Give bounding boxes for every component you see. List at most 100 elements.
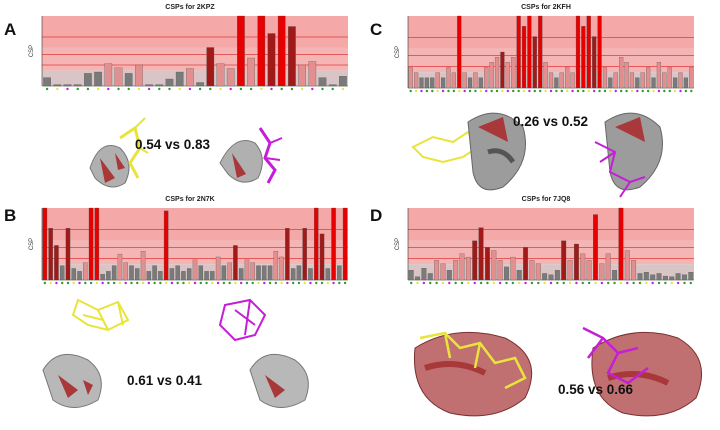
residue-marker <box>562 281 565 285</box>
structure-b-right <box>218 298 309 408</box>
residue-marker <box>581 281 584 285</box>
residue-marker <box>291 281 295 285</box>
bar <box>532 36 537 89</box>
residue-marker <box>420 89 423 93</box>
residue-marker <box>485 89 488 93</box>
bar <box>472 240 478 281</box>
bar <box>319 233 325 281</box>
bar <box>491 250 497 281</box>
residue-marker <box>575 281 578 285</box>
chart-title: CSPs for 2N7K <box>165 196 215 203</box>
comparison-label-d: 0.56 vs 0.66 <box>558 382 634 397</box>
bar <box>453 260 459 281</box>
y-axis-label: CSP <box>395 46 401 58</box>
band-high <box>42 16 348 48</box>
residue-marker <box>460 281 464 285</box>
bar <box>227 262 232 281</box>
residue-marker <box>141 281 145 285</box>
bar <box>527 15 532 89</box>
bar <box>651 77 656 89</box>
residue-marker <box>486 281 489 285</box>
bar <box>465 256 471 281</box>
bar <box>505 62 510 89</box>
bar <box>559 72 564 89</box>
bar <box>440 263 446 281</box>
chart-title: CSPs for 2KPZ <box>165 4 215 11</box>
residue-marker <box>506 89 510 93</box>
bar <box>510 256 516 281</box>
bar <box>104 63 113 87</box>
residue-marker <box>249 87 253 91</box>
bar <box>542 273 548 281</box>
residue-marker <box>452 89 456 93</box>
residue-marker <box>505 281 508 285</box>
residue-marker <box>431 89 434 93</box>
residue-marker <box>341 87 345 91</box>
residue-marker <box>425 89 429 93</box>
residue-marker <box>683 281 686 285</box>
bar <box>59 265 65 281</box>
bar <box>298 64 306 87</box>
residue-marker <box>565 89 569 93</box>
bar <box>675 273 681 281</box>
residue-marker <box>582 89 585 93</box>
residue-marker <box>651 281 654 285</box>
residue-marker <box>414 89 418 93</box>
bar <box>196 82 204 87</box>
bar <box>331 207 336 281</box>
band-mid <box>408 48 694 73</box>
residue-marker <box>409 89 412 93</box>
residue-marker <box>263 281 266 285</box>
bar <box>163 210 169 281</box>
bar <box>631 260 637 281</box>
residue-marker <box>147 281 151 285</box>
residue-marker <box>274 281 278 285</box>
residue-marker <box>321 87 324 91</box>
residue-marker <box>638 281 642 285</box>
bar <box>285 228 290 281</box>
residue-marker <box>467 281 470 285</box>
residue-marker <box>216 281 220 285</box>
residue-marker <box>176 281 179 285</box>
bar <box>94 207 100 281</box>
bar <box>221 265 227 281</box>
residue-marker <box>137 87 141 91</box>
bar <box>618 207 624 281</box>
residue-marker <box>112 281 116 285</box>
band-high <box>42 208 348 241</box>
residue-marker <box>556 281 559 285</box>
residue-marker <box>343 281 347 285</box>
bar <box>575 15 581 89</box>
bar <box>267 265 273 281</box>
residue-marker <box>66 87 69 91</box>
bar <box>257 15 266 87</box>
residue-marker <box>587 89 590 93</box>
bar <box>296 265 302 281</box>
bar <box>489 62 494 89</box>
residue-marker <box>422 281 426 285</box>
residue-marker <box>517 89 520 93</box>
residue-marker <box>587 281 591 285</box>
residue-marker <box>447 89 450 93</box>
structure-a-left <box>89 117 149 188</box>
bar <box>440 77 446 89</box>
bar <box>678 72 683 89</box>
bar <box>656 62 662 89</box>
residue-marker <box>300 87 304 91</box>
bar <box>516 270 522 281</box>
bar <box>48 228 53 281</box>
residue-marker <box>164 281 168 285</box>
bar <box>646 67 651 89</box>
bar <box>204 271 209 281</box>
bar <box>586 15 591 89</box>
residue-marker <box>416 281 419 285</box>
residue-marker <box>673 89 677 93</box>
bar <box>599 263 605 281</box>
residue-marker <box>78 281 81 285</box>
residue-marker <box>473 281 476 285</box>
residue-marker <box>209 87 212 91</box>
structure-d-left <box>413 331 533 417</box>
residue-marker <box>626 281 629 285</box>
bar <box>308 268 313 281</box>
residue-marker <box>657 89 661 93</box>
